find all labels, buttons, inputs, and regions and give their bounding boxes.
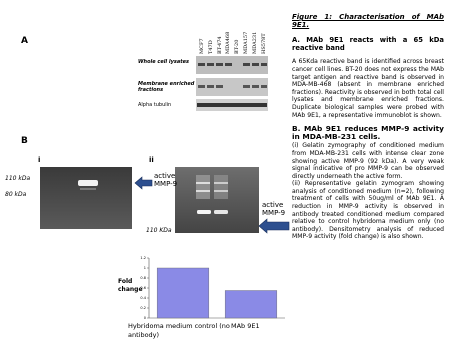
marker-label: 110 kDa [5, 175, 31, 182]
lane-label: T47D [207, 40, 214, 54]
blot-bands [198, 63, 267, 66]
figure-legend: Figure 1: Characterisation of MAb 9E1. A… [292, 13, 444, 247]
gel-band-faint [80, 188, 96, 190]
y-tick-label: 0.8 [140, 276, 146, 280]
lane-label: MCF7 [199, 38, 205, 54]
legend-text: A 65Kda reactive band is identified acro… [292, 58, 444, 119]
lane-label: MDA157 [243, 31, 249, 54]
legend-text: (i) Gelatin zymography of conditioned me… [292, 142, 444, 180]
y-tick-label: 1 [144, 266, 146, 270]
lane-label: MDA231 [251, 31, 258, 54]
legend-text: (ii) Representative gelatin zymogram sho… [292, 180, 444, 241]
arrow-label: active MMP-9 [154, 172, 178, 188]
marker-label: 110 KDa [146, 227, 172, 234]
panel-label: A [21, 36, 28, 46]
arrow-label: active MMP-9 [262, 201, 286, 217]
arrow [134, 176, 153, 190]
blot-membrane [196, 78, 268, 96]
blot-label: Alpha tubulin [138, 102, 172, 108]
legend-title: Figure 1: Characterisation of MAb 9E1. [292, 13, 444, 29]
gel-band [78, 180, 98, 186]
gel-smear [196, 175, 228, 199]
y-tick-label: 0.2 [140, 306, 146, 310]
marker-label: 80 kDa [5, 191, 27, 198]
x-tick-label: Hybridoma medium control (no antibody) [128, 322, 230, 339]
sub-label: i [38, 156, 41, 164]
figure-graphics: 0 0.2 0.4 0.6 0.8 1 1.2 [40, 56, 290, 320]
bar [224, 290, 278, 319]
lane-label: BT-474 [216, 36, 223, 54]
sub-label: ii [149, 156, 154, 164]
blot-label: Whole cell lysates [138, 59, 189, 65]
lane-label: MDA468 [225, 31, 232, 54]
gel-i [40, 167, 132, 229]
bar-chart: 0 0.2 0.4 0.6 0.8 1 1.2 [140, 256, 285, 320]
gel-band [214, 210, 228, 214]
legend-heading: B. MAb 9E1 reduces MMP-9 activity in MDA… [292, 124, 444, 141]
y-tick-label: 0.6 [140, 286, 146, 290]
y-tick-label: 0 [144, 316, 146, 320]
x-tick-label: MAb 9E1 [231, 322, 260, 330]
y-tick-label: 0.4 [140, 296, 146, 300]
y-axis-label: Fold change [118, 278, 143, 293]
bar [156, 267, 210, 319]
gel-band [197, 210, 211, 214]
panel-label: B [21, 136, 28, 146]
lane-label: HS578T [260, 33, 267, 54]
blot-tubulin-band [197, 103, 267, 107]
arrow [258, 218, 290, 234]
lane-label: BT-20 [234, 39, 241, 54]
y-tick-label: 1.2 [140, 256, 146, 260]
blot-bands-membrane [198, 85, 267, 88]
legend-heading: A. MAb 9E1 reacts with a 65 kDa reactive… [292, 36, 444, 52]
blot-label: Membrane enriched fractions [138, 81, 195, 93]
